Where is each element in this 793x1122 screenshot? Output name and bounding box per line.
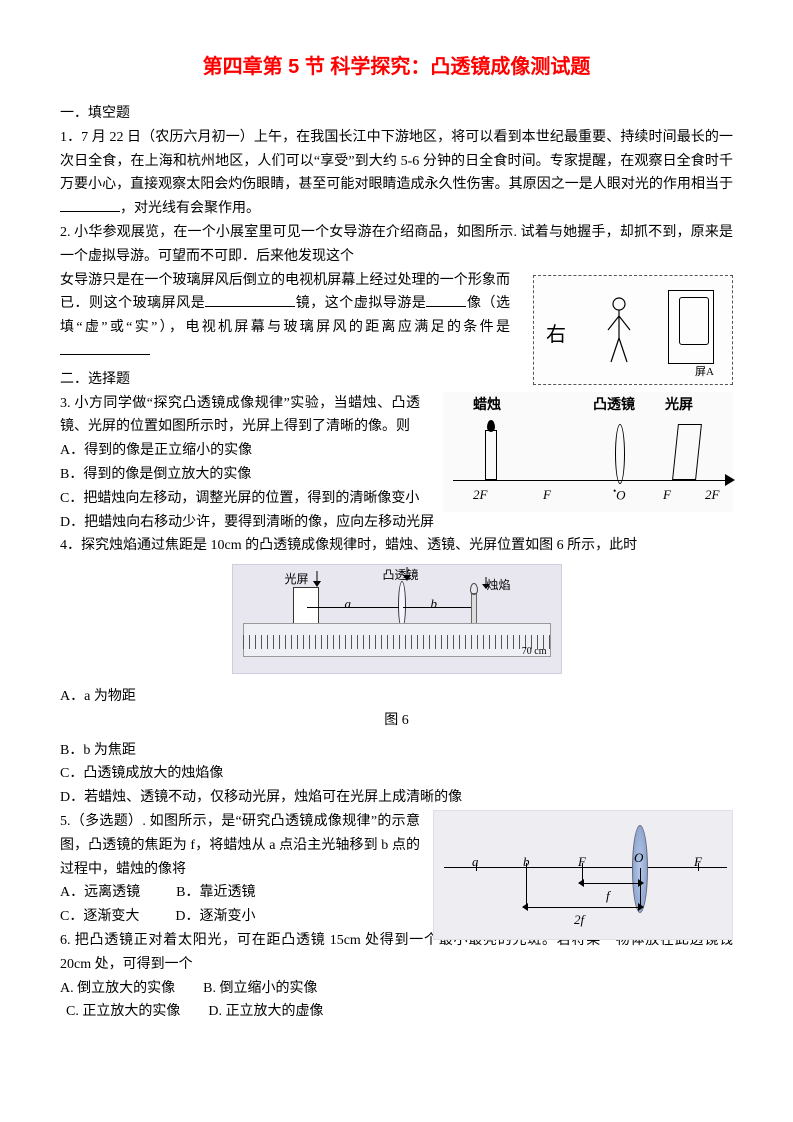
figure-caption: 图 6 xyxy=(60,709,733,733)
label-2f: 2f xyxy=(574,909,584,931)
label-candle: 蜡烛 xyxy=(473,394,501,418)
q5-option-d: D．逐渐变小 xyxy=(175,905,255,929)
question-3: 3. 小方同学做“探究凸透镜成像规律”实验，当蜡烛、凸透镜、光屏的位置如图所示时… xyxy=(60,392,733,440)
question-2-intro: 2. 小华参观展览，在一个小展室里可见一个女导游在介绍商品，如图所示. 试着与她… xyxy=(60,221,733,269)
q6-option-d: D. 正立放大的虚像 xyxy=(208,1000,323,1024)
arrow-down-icon xyxy=(401,567,413,581)
q4-option-c: C．凸透镜成放大的烛焰像 xyxy=(60,762,733,786)
ruler xyxy=(243,635,551,649)
flame-icon xyxy=(487,420,495,432)
flame-icon xyxy=(470,583,478,595)
hand-icon: 右 xyxy=(546,318,566,352)
brace-2f xyxy=(526,907,640,908)
q1-text: 1．7 月 22 日（农历六月初一）上午，在我国长江中下游地区，将可以看到本世纪… xyxy=(60,130,733,193)
label-lens: 凸透镜 xyxy=(593,394,635,418)
arrow-icon xyxy=(725,474,735,486)
q4-option-d: D．若蜡烛、透镜不动，仅移动光屏，烛焰可在光屏上成清晰的像 xyxy=(60,786,733,810)
question-5: 5.（多选题）. 如图所示，是“研究凸透镜成像规律”的示意图，凸透镜的焦距为 f… xyxy=(60,810,733,881)
arrow-right-icon xyxy=(638,903,644,911)
q6-option-b: B. 倒立缩小的实像 xyxy=(203,977,317,1001)
figure-q5: a b F O F f 2f xyxy=(433,810,733,940)
vline xyxy=(640,868,641,907)
q6-option-a: A. 倒立放大的实像 xyxy=(60,977,175,1001)
q4-option-b: B．b 为焦距 xyxy=(60,739,733,763)
screen-frame xyxy=(668,290,714,364)
optical-axis xyxy=(453,480,733,481)
figure-q2: 右 屏A xyxy=(533,275,733,385)
label-screen: 光屏 xyxy=(665,394,693,418)
blank xyxy=(205,293,295,307)
question-4: 4．探究烛焰通过焦距是 10cm 的凸透镜成像规律时，蜡烛、透镜、光屏位置如图 … xyxy=(60,534,733,558)
arrow-left-icon xyxy=(522,903,528,911)
lens-icon xyxy=(398,581,406,629)
q5-text: 5.（多选题）. 如图所示，是“研究凸透镜成像规律”的示意图，凸透镜的焦距为 f… xyxy=(60,810,420,881)
arrow-down-icon xyxy=(481,577,491,589)
arrow-right-icon xyxy=(638,879,644,887)
vline xyxy=(526,868,527,907)
tick-f2: F xyxy=(663,484,671,506)
screen-icon xyxy=(672,424,702,480)
person-icon xyxy=(604,296,634,366)
blank xyxy=(60,198,120,212)
label-a: a xyxy=(345,593,352,615)
q3-option-d: D．把蜡烛向右移动少许，要得到清晰的像，应向左移动光屏 xyxy=(60,511,733,535)
figure-q4: 光屏 凸透镜 烛焰 a b 70 cm xyxy=(232,564,562,674)
figure-q3: 蜡烛 凸透镜 光屏 2F F •O F 2F xyxy=(443,392,733,512)
tick-f: F xyxy=(543,484,551,506)
point-f2: F xyxy=(694,851,702,873)
q6-options-row1: A. 倒立放大的实像 B. 倒立缩小的实像 xyxy=(60,977,733,1001)
candle-icon xyxy=(485,430,497,480)
label-b: b xyxy=(431,593,438,615)
vline xyxy=(582,868,583,883)
point-o: O xyxy=(634,847,643,869)
q4-option-a: A．a 为物距 xyxy=(60,685,733,709)
q1-tail: ，对光线有会聚作用。 xyxy=(120,201,260,216)
lens-icon xyxy=(615,424,625,484)
q3-text: 3. 小方同学做“探究凸透镜成像规律”实验，当蜡烛、凸透镜、光屏的位置如图所示时… xyxy=(60,392,420,440)
span-a xyxy=(307,607,399,608)
page-title: 第四章第 5 节 科学探究：凸透镜成像测试题 xyxy=(60,50,733,84)
brace-f xyxy=(582,883,640,884)
blank xyxy=(60,341,150,355)
q5-option-c: C．逐渐变大 xyxy=(60,905,139,929)
ruler-end-label: 70 cm xyxy=(522,643,547,660)
label-f: f xyxy=(606,885,610,907)
q6-options-row2: C. 正立放大的实像 D. 正立放大的虚像 xyxy=(60,1000,733,1024)
arrow-left-icon xyxy=(578,879,584,887)
tick-o: •O xyxy=(613,484,626,506)
tick-2f2: 2F xyxy=(705,484,719,506)
q2-text-c: 镜，这个虚拟导游是 xyxy=(295,296,426,311)
question-2-body: 女导游只是在一个玻璃屏风后倒立的电视机屏幕上经过处理的一个形象而已．则这个玻璃屏… xyxy=(60,269,733,364)
section-fill-blank: 一．填空题 xyxy=(60,102,733,126)
blank xyxy=(426,293,466,307)
q5-option-a: A．远离透镜 xyxy=(60,881,140,905)
q6-option-c: C. 正立放大的实像 xyxy=(66,1000,180,1024)
q5-option-b: B．靠近透镜 xyxy=(176,881,255,905)
tick-2f: 2F xyxy=(473,484,487,506)
arrow-down-icon xyxy=(311,571,323,587)
point-a: a xyxy=(472,851,479,873)
figure-label: 屏A xyxy=(695,363,714,382)
question-1: 1．7 月 22 日（农历六月初一）上午，在我国长江中下游地区，将可以看到本世纪… xyxy=(60,126,733,221)
